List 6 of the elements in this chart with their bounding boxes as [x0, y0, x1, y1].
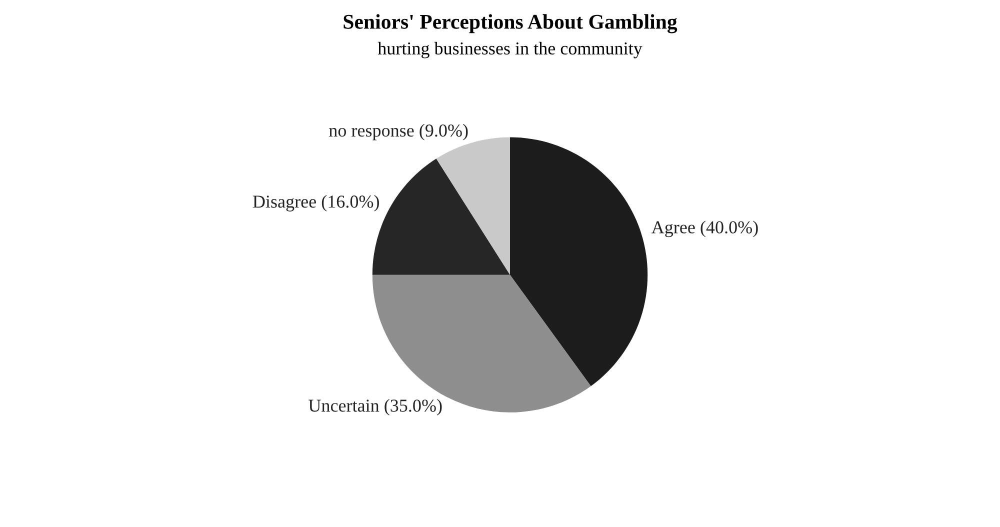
chart-subtitle: hurting businesses in the community [378, 42, 642, 58]
chart-title: Seniors' Perceptions About Gambling [344, 14, 678, 34]
slice-label: no response (9.0%) [329, 124, 468, 140]
slice-label: Uncertain (35.0%) [308, 399, 442, 416]
slice-label: Disagree (16.0%) [252, 195, 379, 212]
slice-label: Agree (40.0%) [652, 220, 758, 238]
